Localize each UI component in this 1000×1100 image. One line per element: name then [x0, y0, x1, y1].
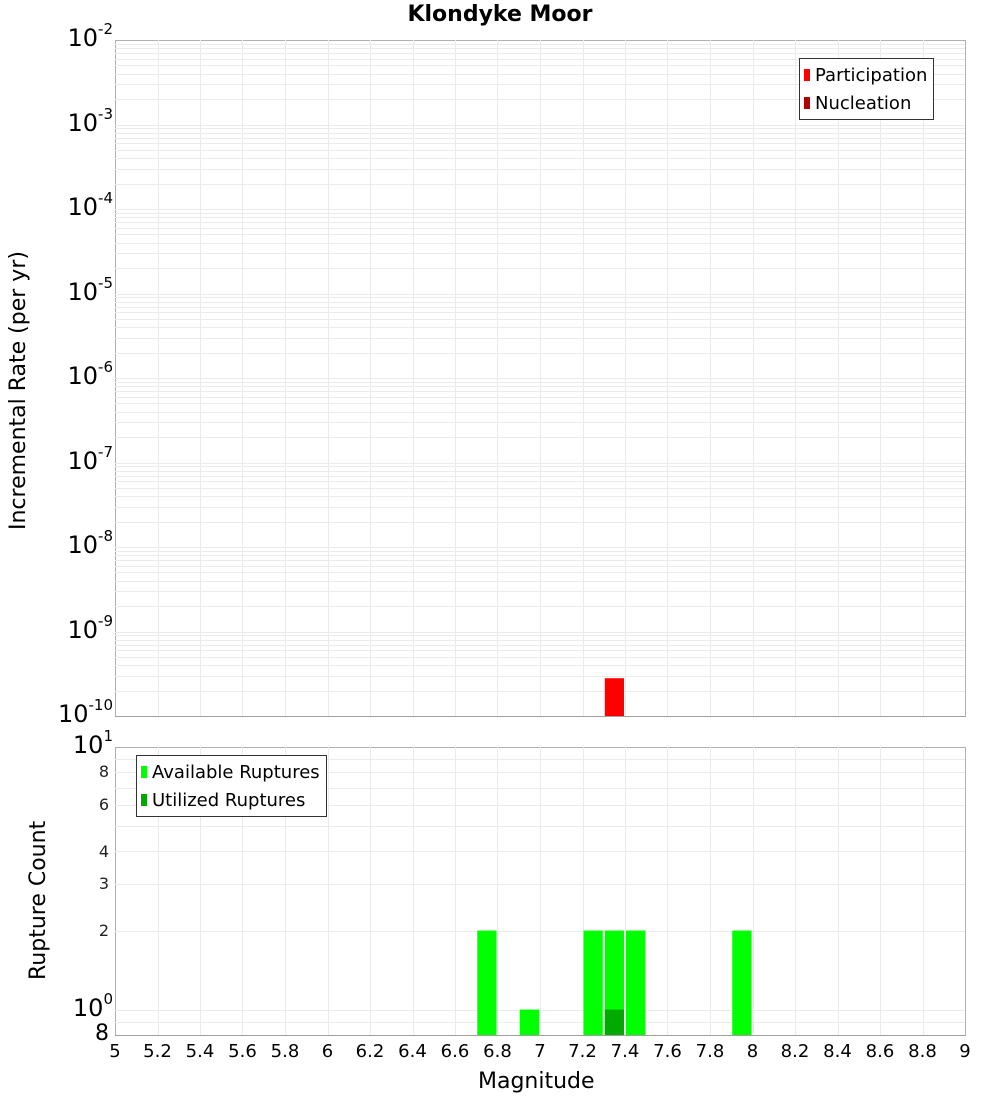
x-tick-label: 5.2: [143, 1041, 172, 1062]
lower-y-minor-tick-label: 8: [95, 1021, 109, 1046]
nucleation-swatch-icon: [804, 97, 810, 109]
x-tick-label: 7.8: [695, 1041, 725, 1062]
x-tick-label: 8.4: [823, 1041, 852, 1062]
x-tick-label: 6.4: [398, 1041, 427, 1062]
x-tick-label: 8.6: [865, 1041, 895, 1062]
upper-y-tick-label: 10-5: [67, 273, 113, 306]
rupture-count-bar: [477, 930, 497, 1035]
lower-legend: Available Ruptures Utilized Ruptures: [136, 755, 327, 817]
legend-label: Nucleation: [815, 92, 912, 114]
rupture-count-bar: [604, 1009, 624, 1035]
legend-label: Participation: [815, 64, 928, 86]
x-tick-label: 6.6: [440, 1041, 470, 1062]
utilized-swatch-icon: [141, 794, 147, 806]
upper-legend: Participation Nucleation: [799, 58, 935, 120]
upper-y-tick-label: 10-4: [67, 189, 113, 221]
participation-swatch-icon: [804, 69, 810, 81]
x-tick-label: 5: [109, 1041, 121, 1062]
legend-item-utilized: Utilized Ruptures: [141, 786, 320, 814]
upper-y-tick-label: 10-8: [67, 527, 113, 559]
lower-y-tick-label: 100: [72, 989, 113, 1022]
x-axis-label: Magnitude: [478, 1069, 595, 1094]
upper-y-axis-label: Incremental Rate (per yr): [6, 251, 31, 530]
x-tick-label: 5.6: [228, 1041, 257, 1062]
x-tick-label: 7.6: [653, 1041, 682, 1062]
lower-y-axis-label: Rupture Count: [26, 820, 51, 980]
lower-y-minor-tick-label: 6: [98, 795, 109, 815]
upper-y-tick-label: 10-10: [57, 696, 113, 728]
rupture-count-bar: [626, 930, 646, 1035]
rupture-count-bar: [604, 930, 624, 1035]
x-tick-label: 8.8: [908, 1041, 937, 1062]
available-swatch-icon: [141, 766, 147, 778]
lower-y-minor-tick-label: 2: [98, 920, 109, 940]
rupture-count-bar: [732, 930, 752, 1035]
upper-y-tick-label: 10-2: [67, 20, 113, 52]
legend-label: Utilized Ruptures: [152, 789, 306, 811]
x-tick-label: 5.8: [270, 1041, 300, 1062]
x-tick-label: 8: [746, 1041, 759, 1062]
legend-label: Available Ruptures: [152, 761, 320, 783]
rupture-count-bar: [583, 930, 603, 1035]
upper-y-tick-label: 10-9: [67, 611, 113, 644]
x-tick-label: 7.2: [568, 1041, 597, 1062]
x-tick-label: 6.2: [355, 1041, 385, 1062]
x-tick-label: 6.8: [483, 1041, 512, 1062]
legend-item-available: Available Ruptures: [141, 758, 320, 786]
upper-y-tick-label: 10-6: [67, 358, 113, 390]
x-tick-label: 8.2: [780, 1041, 810, 1062]
x-tick-label: 9: [959, 1041, 971, 1062]
x-tick-label: 7.4: [610, 1041, 640, 1062]
x-tick-label: 7: [534, 1041, 546, 1062]
x-tick-label: 5.4: [185, 1041, 215, 1062]
upper-y-tick-label: 10-7: [67, 442, 113, 475]
lower-y-minor-tick-label: 8: [98, 762, 109, 782]
lower-y-tick-label: 101: [72, 727, 113, 759]
x-tick-label: 6: [321, 1041, 334, 1062]
legend-item-nucleation: Nucleation: [804, 89, 927, 117]
upper-y-tick-label: 10-3: [67, 104, 113, 137]
legend-item-participation: Participation: [804, 61, 927, 89]
rate-bar: [604, 678, 624, 716]
chart-title: Klondyke Moor: [407, 2, 593, 27]
lower-y-minor-tick-label: 3: [98, 874, 109, 894]
lower-y-minor-tick-label: 4: [98, 841, 109, 861]
rupture-count-bar: [519, 1009, 539, 1035]
